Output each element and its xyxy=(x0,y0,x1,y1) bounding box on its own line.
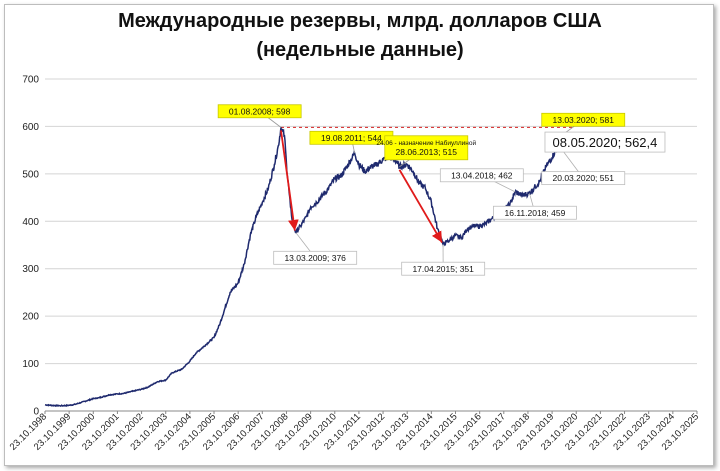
y-tick-label: 700 xyxy=(22,75,39,86)
annotation-label: 13.03.2020; 581 xyxy=(553,115,615,125)
annotation-box xyxy=(273,250,358,265)
chart-title: Международные резервы, млрд. долларов СШ… xyxy=(118,10,602,32)
annotation-label: 17.04.2015; 351 xyxy=(412,264,474,274)
trend-arrow xyxy=(280,130,299,231)
annotation-label: 20.03.2020; 551 xyxy=(553,173,615,183)
y-tick-label: 500 xyxy=(22,169,39,180)
chart-frame xyxy=(4,4,714,466)
annotation-box xyxy=(541,171,626,186)
annotation-label: 19.08.2011; 544 xyxy=(321,133,382,143)
chart-subtitle: (недельные данные) xyxy=(256,39,464,61)
annotation-box xyxy=(401,261,486,276)
annotation-box xyxy=(384,135,469,161)
y-tick-label: 300 xyxy=(22,264,39,275)
y-tick-label: 600 xyxy=(22,122,39,133)
annotation-box xyxy=(439,168,524,183)
annotation-label: 13.03.2009; 376 xyxy=(284,253,346,263)
annotation-label: 08.05.2020; 562,4 xyxy=(553,135,658,150)
annotation-box xyxy=(541,112,626,127)
annotation-label: 01.08.2008; 598 xyxy=(229,106,291,116)
y-tick-label: 400 xyxy=(22,217,39,228)
annotation-label: 13.04.2018; 462 xyxy=(451,170,513,180)
trend-arrow xyxy=(398,169,443,243)
series-line xyxy=(44,127,566,407)
annotation-box xyxy=(493,205,577,220)
annotation-box xyxy=(544,131,666,153)
y-tick-label: 0 xyxy=(33,407,39,418)
y-tick-label: 200 xyxy=(22,312,39,323)
annotation-label: 16.11.2018; 459 xyxy=(505,208,566,218)
annotation-note: 24.06 - назначение Набиуллиной xyxy=(376,139,476,147)
y-tick-label: 100 xyxy=(22,359,39,370)
annotation-box xyxy=(217,104,302,119)
annotation-label: 28.06.2013; 515 xyxy=(396,147,458,157)
